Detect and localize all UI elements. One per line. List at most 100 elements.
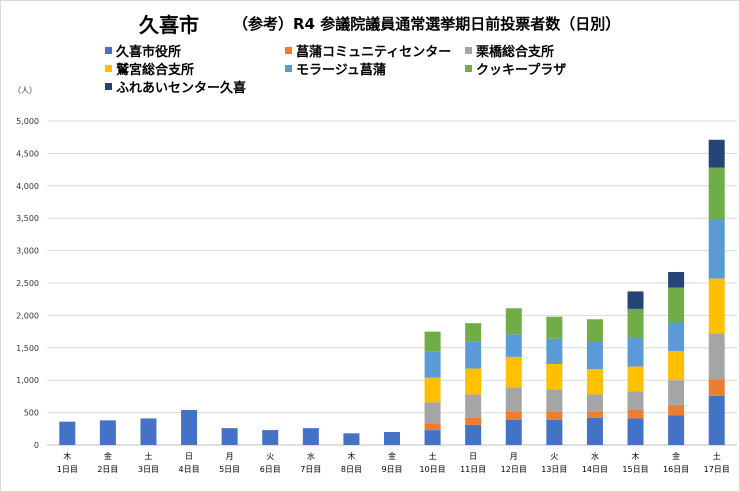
legend-item-shobu: 菖蒲コミュニティセンター [285,41,451,60]
x-tick-day: 13日目 [541,465,567,474]
bar-segment-shobu [424,423,441,431]
bar-segment-cookie-plaza [708,167,725,220]
bar-segment-cookie-plaza [627,308,644,339]
x-tick-day: 14日目 [582,465,608,474]
legend-swatch-shobu [285,47,292,54]
legend-item-cookie-plaza: クッキープラザ [465,59,566,78]
bar-segment-cookie-plaza [668,287,685,323]
bar-segment-kuki-shiyakusho [181,410,198,445]
x-tick-weekday: 日 [185,452,193,461]
bar-segment-kuki-shiyakusho [59,421,76,445]
y-tick-label: 500 [24,409,39,418]
legend-swatch-kuki-shiyakusho [105,47,112,54]
x-tick-weekday: 日 [469,452,477,461]
bar-segment-cookie-plaza [546,316,563,339]
x-tick-day: 9日目 [381,465,402,474]
bar-segment-kuki-shiyakusho [424,430,441,445]
x-tick-weekday: 土 [144,451,152,461]
legend-label: 栗橋総合支所 [476,45,555,60]
bar-segment-cookie-plaza [586,319,603,342]
bar-segment-shobu [627,410,644,419]
x-tick-weekday: 木 [632,451,640,461]
y-tick-label: 4,000 [16,182,39,191]
x-tick-day: 16日目 [663,465,689,474]
x-tick-day: 6日目 [260,465,281,474]
legend-item-kuki-shiyakusho: 久喜市役所 [105,41,181,60]
x-tick-day: 5日目 [219,465,240,474]
x-tick-day: 1日目 [57,465,78,474]
bar-segment-kuki-shiyakusho [302,428,319,445]
bar-segment-kuki-shiyakusho [262,430,279,445]
x-tick-day: 7日目 [300,465,321,474]
bar-segment-shobu [505,411,522,420]
bar-segment-kurihashi [465,394,482,418]
bar-segment-washinomiya [668,351,685,381]
bar-segment-kuki-shiyakusho [221,428,238,445]
legend-item-kurihashi: 栗橋総合支所 [465,41,554,60]
bar-segment-washinomiya [708,278,725,334]
bar-segment-kuki-shiyakusho [546,419,563,445]
bar-segment-mora-ju [546,338,563,364]
bar-segment-kuki-shiyakusho [668,415,685,445]
y-tick-label: 2,000 [16,311,39,320]
bar-segment-mora-ju [424,351,441,378]
x-tick-weekday: 土 [713,451,721,461]
legend-item-washinomiya: 鷲宮総合支所 [105,59,194,78]
y-tick-label: 5,000 [16,117,39,126]
x-tick-weekday: 木 [347,451,355,461]
x-tick-day: 2日目 [97,465,118,474]
legend-item-mora-ju: モラージュ菖蒲 [285,59,386,78]
bar-segment-cookie-plaza [465,323,482,342]
legend-swatch-washinomiya [105,65,112,72]
bar-segment-washinomiya [546,364,563,390]
x-tick-weekday: 月 [226,452,234,461]
bar-segment-kuki-shiyakusho [384,432,400,445]
bar-segment-kuki-shiyakusho [708,395,725,445]
bar-segment-kuki-shiyakusho [99,420,116,445]
bar-segment-cookie-plaza [505,308,522,335]
bar-segment-kurihashi [546,389,563,412]
bar-segment-fureai [668,271,685,288]
x-tick-day: 11日目 [460,465,486,474]
bar-segment-shobu [586,411,603,418]
bar-segment-washinomiya [424,377,441,403]
x-tick-weekday: 水 [591,451,599,461]
bar-segment-shobu [708,379,725,396]
bar-segment-washinomiya [465,368,482,395]
x-tick-day: 17日目 [704,465,730,474]
y-tick-label: 1,500 [16,344,39,353]
bar-segment-shobu [668,404,685,416]
x-tick-weekday: 火 [266,452,274,461]
x-tick-weekday: 金 [388,451,396,461]
bar-segment-shobu [546,411,563,420]
bar-segment-mora-ju [627,338,644,367]
x-axis-ticks: 木 1日目 金 2日目 土 3日目 日 4日目 月 5日目 火 6日目 水 7日目 木 8日目 金 9日目 土 10日… [57,451,730,474]
y-tick-label: 0 [34,441,39,450]
x-tick-day: 4日目 [179,465,200,474]
bar-segment-washinomiya [627,366,644,392]
y-axis-ticks: 0 500 1,000 1,500 2,000 2,500 3,000 3,500 4,000 4… [16,117,39,450]
legend-label: 鷲宮総合支所 [116,63,195,78]
bar-segment-shobu [465,417,482,425]
x-tick-day: 8日目 [341,465,362,474]
y-tick-label: 4,500 [16,149,39,158]
x-tick-day: 12日目 [501,465,527,474]
legend-label: モラージュ菖蒲 [296,63,386,78]
bar-segment-kurihashi [708,333,725,380]
legend-label: クッキープラザ [476,63,567,78]
bar-segment-mora-ju [708,219,725,279]
legend-label: 久喜市役所 [116,45,182,60]
legend-swatch-cookie-plaza [465,65,472,72]
x-tick-weekday: 火 [550,452,558,461]
bar-segment-kurihashi [668,380,685,405]
bar-segment-mora-ju [586,341,603,370]
bar-segment-washinomiya [505,356,522,388]
x-tick-weekday: 木 [63,451,71,461]
chart-title-main: 久喜市 [139,13,199,37]
bars [59,139,725,445]
gridlines [47,120,737,446]
legend-swatch-fureai [105,83,112,90]
bar-segment-cookie-plaza [424,331,441,352]
x-tick-weekday: 金 [104,451,112,461]
